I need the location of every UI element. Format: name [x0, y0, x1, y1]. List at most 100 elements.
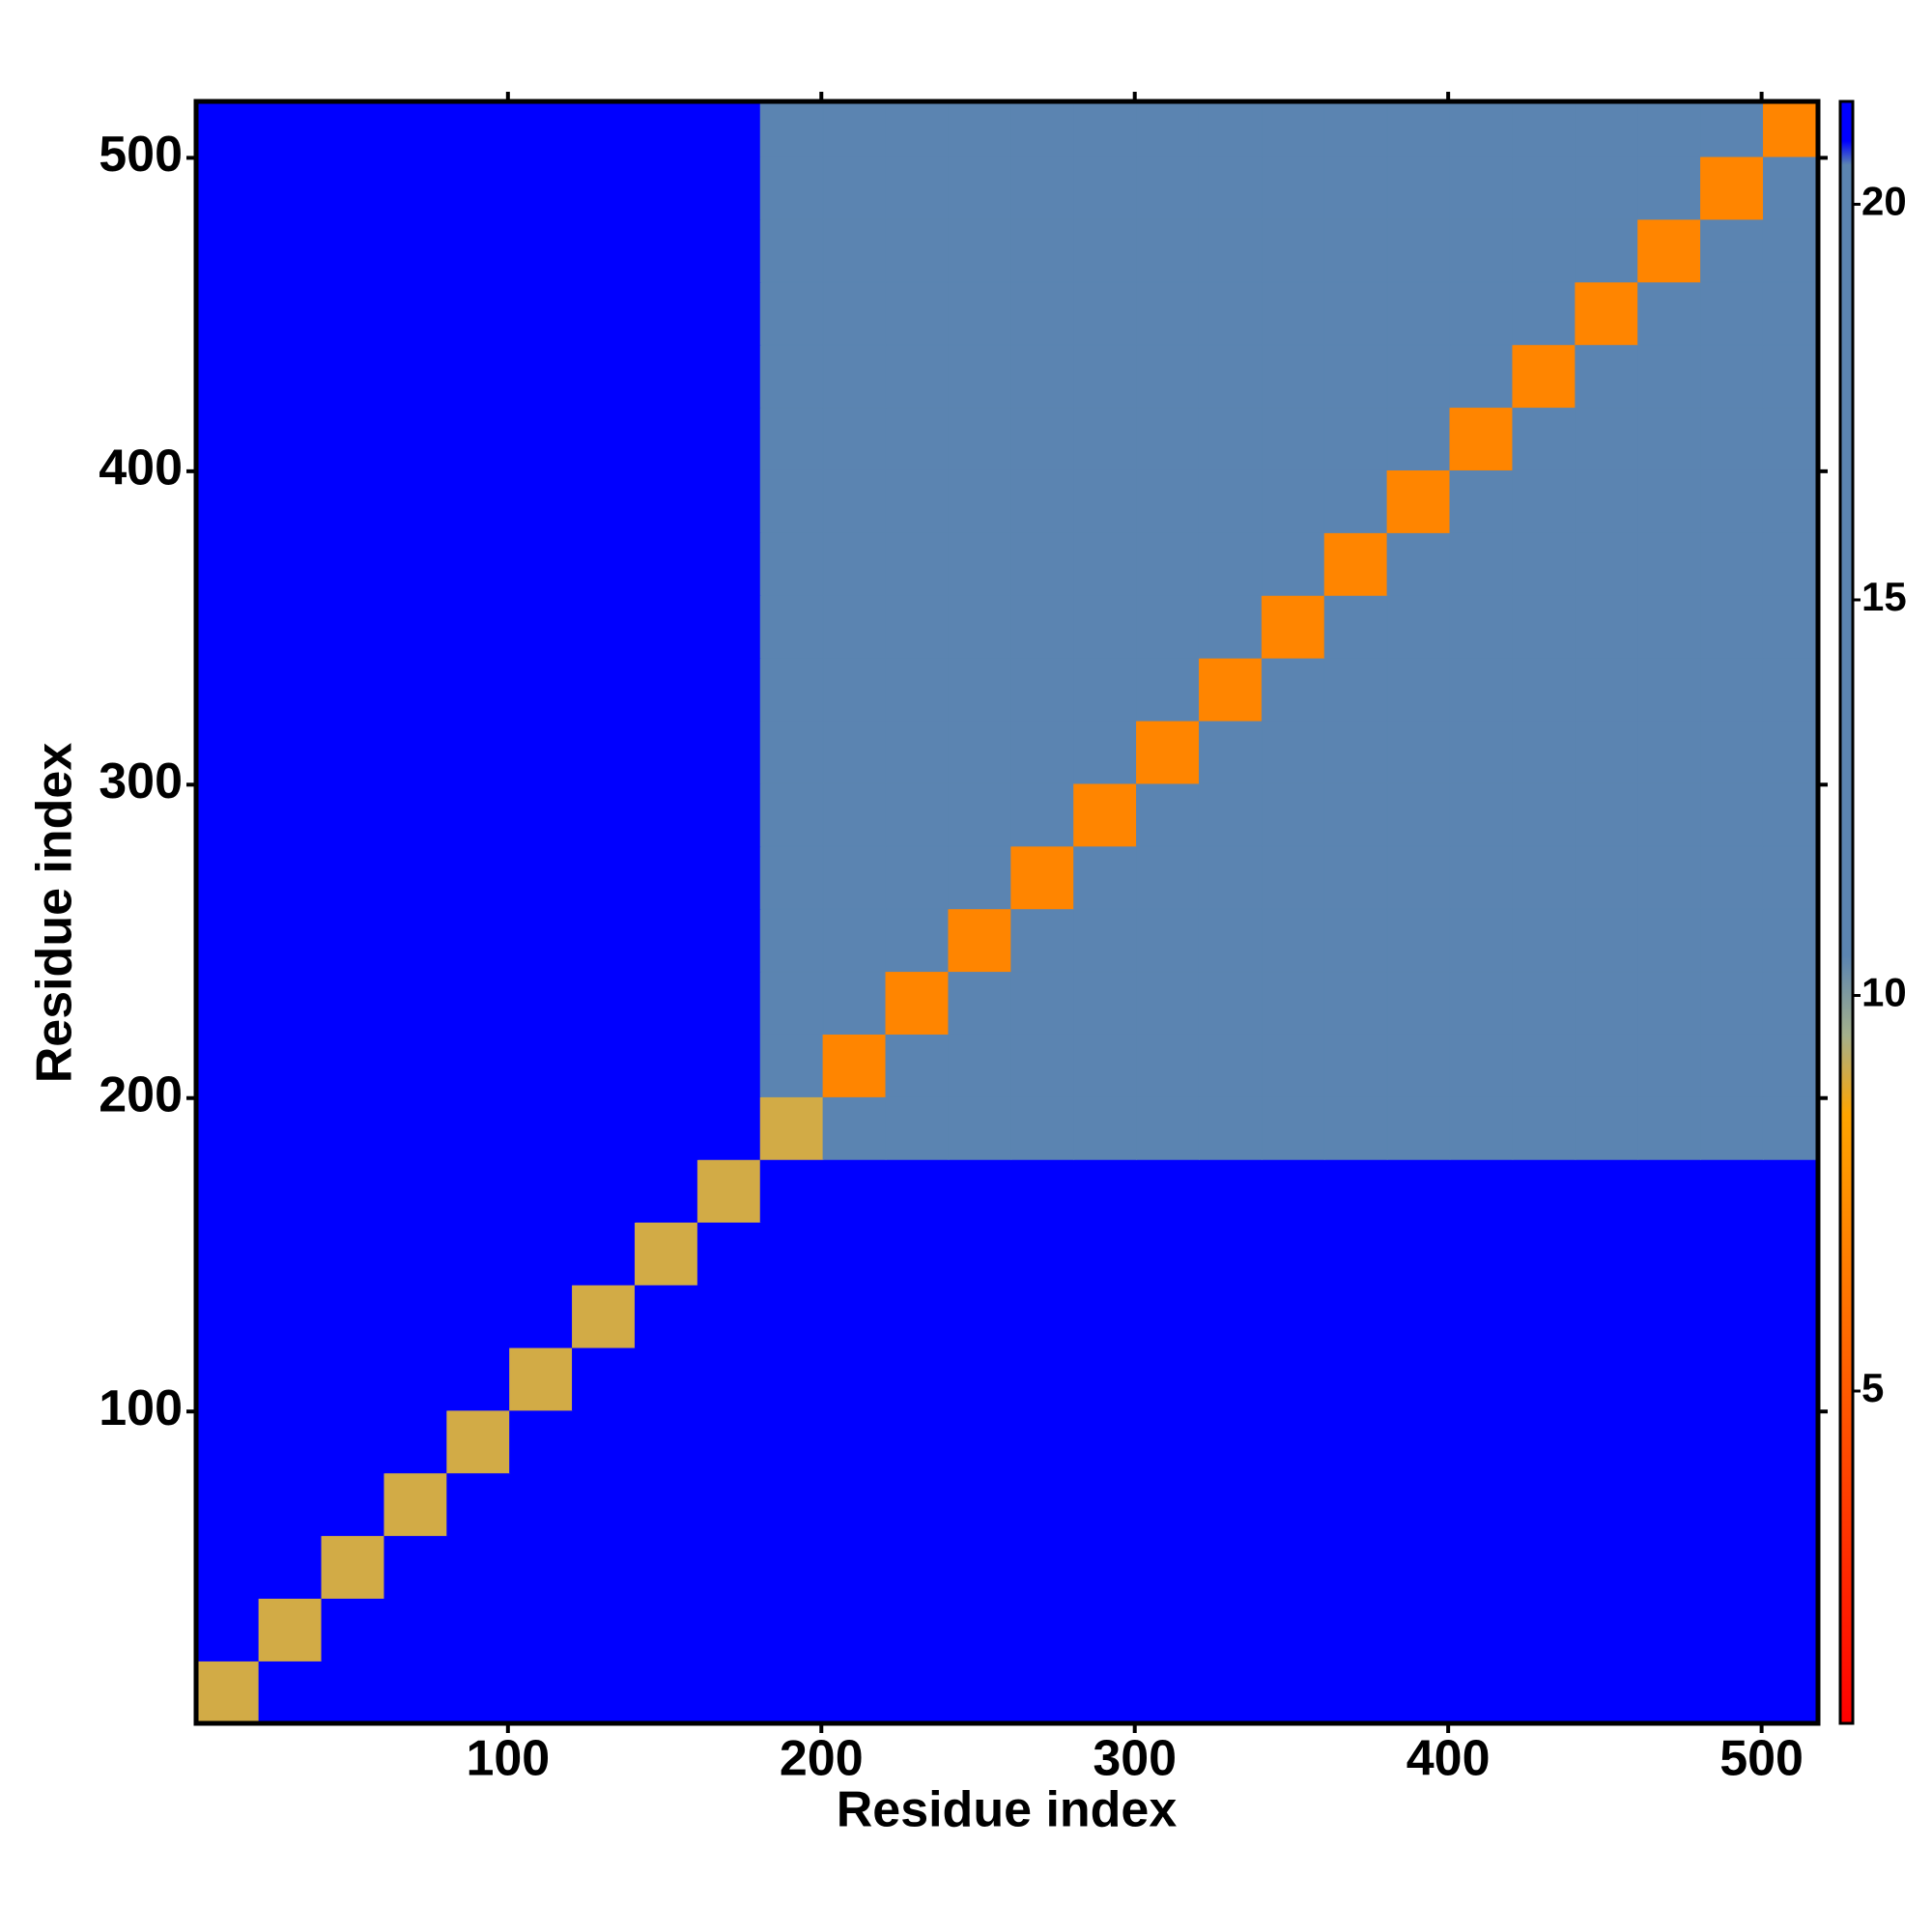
heatmap-cell [1386, 407, 1451, 470]
heatmap-cell [1512, 657, 1577, 722]
heatmap-cell [1512, 1535, 1577, 1599]
heatmap-cell [195, 531, 260, 596]
heatmap-cell [634, 218, 698, 283]
heatmap-cell [634, 1158, 698, 1223]
heatmap-cell [1073, 908, 1138, 973]
heatmap-cell [1261, 1472, 1325, 1537]
heatmap-cell [384, 594, 448, 659]
heatmap-cell [321, 1347, 385, 1411]
heatmap-cell [509, 1409, 574, 1474]
heatmap-cell [822, 100, 887, 157]
heatmap-cell [1449, 531, 1514, 596]
heatmap-cell [1762, 720, 1819, 784]
heatmap-cell [1575, 594, 1639, 659]
heatmap-cell [1575, 720, 1639, 784]
heatmap-cell [822, 1095, 887, 1160]
heatmap-cell [1323, 845, 1388, 910]
heatmap-cell [1010, 1284, 1075, 1349]
heatmap-cell [948, 1158, 1012, 1223]
heatmap-cell [1575, 1095, 1639, 1160]
heatmap-cell [1323, 281, 1388, 346]
heatmap-cell [1198, 344, 1263, 409]
heatmap-cell [1762, 971, 1819, 1035]
heatmap-cell [696, 1535, 761, 1599]
heatmap-cell [1700, 281, 1764, 346]
heatmap-cell [321, 1472, 385, 1537]
heatmap-cell [1010, 1535, 1075, 1599]
heatmap-cell [1136, 1409, 1200, 1474]
heatmap-cell [1073, 1347, 1138, 1411]
heatmap-cell [258, 908, 323, 973]
heatmap-cell [1198, 218, 1263, 283]
heatmap-cell [258, 657, 323, 722]
heatmap-cell [195, 1347, 260, 1411]
heatmap-cell [759, 1597, 824, 1662]
heatmap-cell [1512, 1221, 1577, 1286]
heatmap-cell [885, 1158, 950, 1223]
heatmap-cell [885, 971, 950, 1035]
heatmap-cell [1198, 1597, 1263, 1662]
heatmap-cell [509, 1158, 574, 1223]
heatmap-cell [1198, 1660, 1263, 1724]
colorbar-tick-label: 20 [1861, 179, 1907, 224]
heatmap-cell [446, 594, 511, 659]
heatmap-cell [759, 720, 824, 784]
y-axis-label: Residue index [27, 743, 83, 1084]
heatmap-cell [1449, 218, 1514, 283]
heatmap-cell [1512, 782, 1577, 847]
heatmap-cell [1323, 657, 1388, 722]
heatmap-cell [1261, 218, 1325, 283]
heatmap-cell [1261, 1347, 1325, 1411]
heatmap-cell [1073, 720, 1138, 784]
heatmap-cell [822, 407, 887, 470]
heatmap-cell [759, 971, 824, 1035]
heatmap-cell [1512, 1660, 1577, 1724]
heatmap-cell [384, 1472, 448, 1537]
heatmap-cell [885, 1660, 950, 1724]
heatmap-cell [822, 720, 887, 784]
heatmap-cell [948, 531, 1012, 596]
heatmap-cell [1261, 1409, 1325, 1474]
heatmap-cell [321, 531, 385, 596]
heatmap-cell [321, 971, 385, 1035]
heatmap-cell [1073, 469, 1138, 533]
heatmap-cell [1261, 908, 1325, 973]
heatmap-cell [321, 1033, 385, 1097]
heatmap-cell [948, 971, 1012, 1035]
heatmap-cell [1010, 1409, 1075, 1474]
heatmap-cell [885, 720, 950, 784]
heatmap-cell [509, 281, 574, 346]
heatmap-cell [1136, 1535, 1200, 1599]
heatmap-cell [195, 100, 260, 157]
heatmap-cell [446, 1033, 511, 1097]
heatmap-cell [258, 281, 323, 346]
heatmap-cell [1386, 845, 1451, 910]
heatmap-cell [759, 657, 824, 722]
heatmap-cell [1575, 1409, 1639, 1474]
heatmap-cell [572, 100, 636, 157]
heatmap-cell [1323, 720, 1388, 784]
heatmap-cell [572, 1472, 636, 1537]
heatmap-cell [1073, 156, 1138, 220]
heatmap-cell [195, 720, 260, 784]
heatmap-cell [195, 1597, 260, 1662]
heatmap-cell [1637, 1284, 1702, 1349]
heatmap-cell [634, 782, 698, 847]
heatmap-cell [1512, 720, 1577, 784]
heatmap-cell [1386, 344, 1451, 409]
heatmap-cell [1637, 594, 1702, 659]
heatmap-cell [321, 100, 385, 157]
heatmap-cell [195, 845, 260, 910]
heatmap-cell [1762, 594, 1819, 659]
heatmap-cell [1512, 281, 1577, 346]
heatmap-cell [948, 594, 1012, 659]
heatmap-cell [948, 281, 1012, 346]
heatmap-cell [258, 1095, 323, 1160]
heatmap-cell [384, 1660, 448, 1724]
heatmap-cell [384, 1033, 448, 1097]
heatmap-cell [446, 1284, 511, 1349]
heatmap-cell [321, 782, 385, 847]
heatmap-cell [696, 407, 761, 470]
heatmap-cell [1386, 1472, 1451, 1537]
heatmap-cell [572, 1535, 636, 1599]
